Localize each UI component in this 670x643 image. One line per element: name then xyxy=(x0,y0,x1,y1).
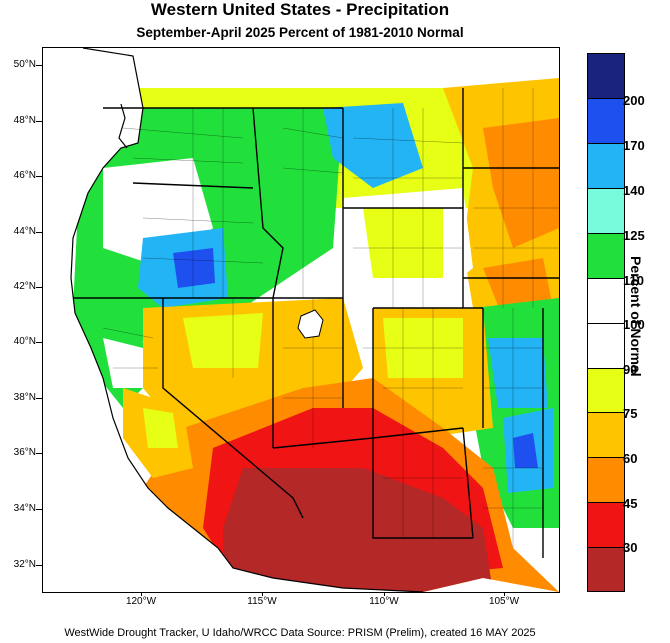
precipitation-map[interactable] xyxy=(42,47,560,593)
lon-tick xyxy=(262,591,263,596)
legend-swatch-45-60 xyxy=(588,457,624,502)
lat-label-46: 46°N xyxy=(13,170,36,181)
lat-tick xyxy=(36,121,42,122)
lon-label-105: 105°W xyxy=(488,596,520,607)
legend-label-90: 90 xyxy=(623,362,638,377)
legend-label-110: 110 xyxy=(623,273,644,288)
legend-label-140: 140 xyxy=(623,183,645,198)
lat-tick xyxy=(36,287,42,288)
lon-label-110: 110°W xyxy=(369,596,399,607)
map-subtitle: September-April 2025 Percent of 1981-201… xyxy=(136,25,464,40)
lon-label-120: 120°W xyxy=(125,596,157,607)
footer-credit: WestWide Drought Tracker, U Idaho/WRCC D… xyxy=(64,627,536,639)
lat-label-40: 40°N xyxy=(13,336,36,347)
legend-label-30: 30 xyxy=(623,540,638,555)
lat-tick xyxy=(36,453,42,454)
lat-tick xyxy=(36,65,42,66)
lat-label-44: 44°N xyxy=(13,226,36,237)
legend-swatch-200-plus xyxy=(588,54,624,98)
coastline xyxy=(70,48,424,592)
legend-label-75: 75 xyxy=(623,406,638,421)
lon-tick xyxy=(141,591,142,596)
legend-label-60: 60 xyxy=(623,451,638,466)
legend-swatch-170-200 xyxy=(588,98,624,143)
lon-label-115: 115°W xyxy=(247,596,277,607)
legend-swatch-75-90 xyxy=(588,368,624,412)
legend-swatch-125-140 xyxy=(588,188,624,233)
legend-label-125: 125 xyxy=(623,228,645,243)
legend-label-45: 45 xyxy=(623,496,638,511)
map-title: Western United States - Precipitation xyxy=(150,0,450,19)
legend-swatch-90-100 xyxy=(588,323,624,368)
great-salt-lake xyxy=(297,309,324,339)
legend-swatch-100-110 xyxy=(588,278,624,323)
lat-label-38: 38°N xyxy=(13,392,36,403)
lat-label-32: 32°N xyxy=(13,559,36,570)
color-legend xyxy=(587,53,625,592)
lat-label-48: 48°N xyxy=(13,115,36,126)
county-boundaries xyxy=(102,88,559,548)
lon-tick xyxy=(504,591,505,596)
legend-label-170: 170 xyxy=(623,138,645,153)
legend-swatch-below-30 xyxy=(588,547,624,591)
lat-label-50: 50°N xyxy=(13,59,36,70)
legend-title-text: Percent of Normal xyxy=(628,256,644,377)
legend-swatch-60-75 xyxy=(588,412,624,457)
lat-tick xyxy=(36,509,42,510)
lat-tick xyxy=(36,176,42,177)
legend-swatch-30-45 xyxy=(588,502,624,547)
lat-label-42: 42°N xyxy=(13,281,36,292)
lat-tick xyxy=(36,398,42,399)
lat-tick xyxy=(36,342,42,343)
legend-swatch-140-170 xyxy=(588,143,624,188)
legend-label-100: 100 xyxy=(623,317,645,332)
legend-label-200: 200 xyxy=(623,93,645,108)
lon-tick xyxy=(384,591,385,596)
lat-label-34: 34°N xyxy=(13,503,36,514)
puget-sound xyxy=(118,103,128,149)
lat-tick xyxy=(36,565,42,566)
lat-tick xyxy=(36,232,42,233)
map-svg xyxy=(43,48,559,592)
legend-swatch-110-125 xyxy=(588,233,624,278)
lat-label-36: 36°N xyxy=(13,447,36,458)
